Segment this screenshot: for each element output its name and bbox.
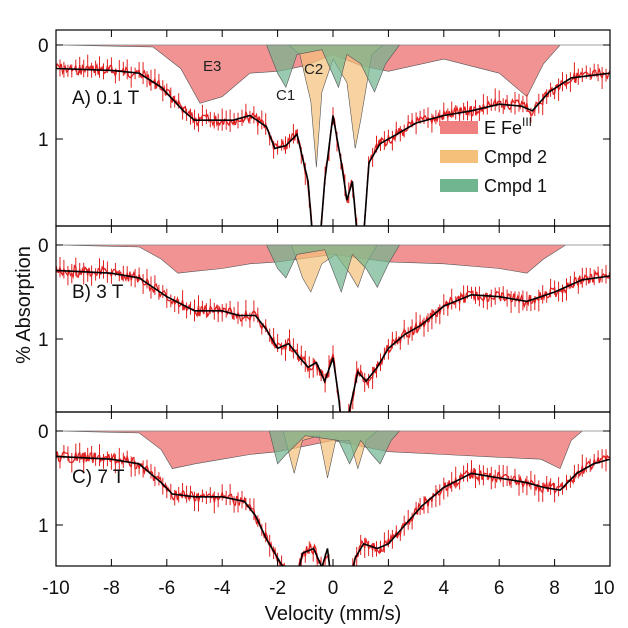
x-tick-label: 4: [439, 578, 450, 599]
panel-2: [55, 225, 611, 413]
y-tick-label-c-1: 1: [38, 516, 49, 537]
plot-layer: [55, 29, 611, 567]
x-tick-label: -4: [214, 578, 231, 599]
x-tick-label: -8: [103, 578, 120, 599]
fill-cmpd1: [266, 244, 401, 293]
x-tick-label: 10: [593, 578, 614, 599]
y-tick-label-b-1: 1: [38, 330, 49, 351]
legend: E FeIII Cmpd 2 Cmpd 1: [440, 115, 547, 196]
data-trace: [56, 450, 610, 566]
legend-superscript-iii: III: [522, 115, 532, 129]
x-tick-label: 0: [328, 578, 339, 599]
x-tick-label: -10: [42, 578, 69, 599]
legend-swatch-cmpd1: [440, 179, 478, 192]
x-tick-label: -2: [269, 578, 286, 599]
data-trace: [56, 264, 610, 412]
y-tick-label-a-0: 0: [38, 36, 49, 57]
legend-label-cmpd1: Cmpd 1: [484, 176, 547, 196]
y-tick-label-c-0: 0: [38, 422, 49, 443]
annotation-c2: C2: [304, 61, 323, 78]
x-tick-label: 8: [549, 578, 560, 599]
panel-label-b: B) 3 T: [72, 282, 124, 303]
panel-label-a: A) 0.1 T: [72, 88, 140, 109]
fill-cmpd1: [266, 44, 401, 93]
y-axis-title: % Absorption: [13, 246, 35, 364]
y-tick-label-b-0: 0: [38, 236, 49, 257]
component-fills: [56, 44, 610, 168]
legend-text-e-fe3: E Fe: [484, 118, 522, 138]
legend-swatch-cmpd2: [440, 150, 478, 163]
measured-data: [56, 442, 610, 566]
x-tick-label: 6: [494, 578, 505, 599]
fill-cmpd1: [268, 430, 401, 465]
panel-1: [55, 29, 611, 227]
x-tick-label: 2: [383, 578, 394, 599]
annotation-e3: E3: [203, 58, 221, 75]
y-tick-label-a-1: 1: [38, 130, 49, 151]
x-axis-title: Velocity (mm/s): [265, 603, 402, 625]
component-fills: [56, 430, 610, 479]
legend-label-e-fe3: E FeIII: [484, 115, 532, 138]
panel-label-c: C) 7 T: [72, 467, 125, 488]
annotation-c1: C1: [276, 87, 295, 104]
panel-3: [55, 411, 611, 567]
component-fills: [56, 244, 610, 293]
legend-label-cmpd2: Cmpd 2: [484, 147, 547, 167]
fit-line: [56, 269, 610, 412]
legend-swatch-e-fe3: [440, 121, 478, 134]
x-tick-label: -6: [158, 578, 175, 599]
fit-line: [56, 455, 610, 566]
fit-line: [56, 67, 610, 226]
